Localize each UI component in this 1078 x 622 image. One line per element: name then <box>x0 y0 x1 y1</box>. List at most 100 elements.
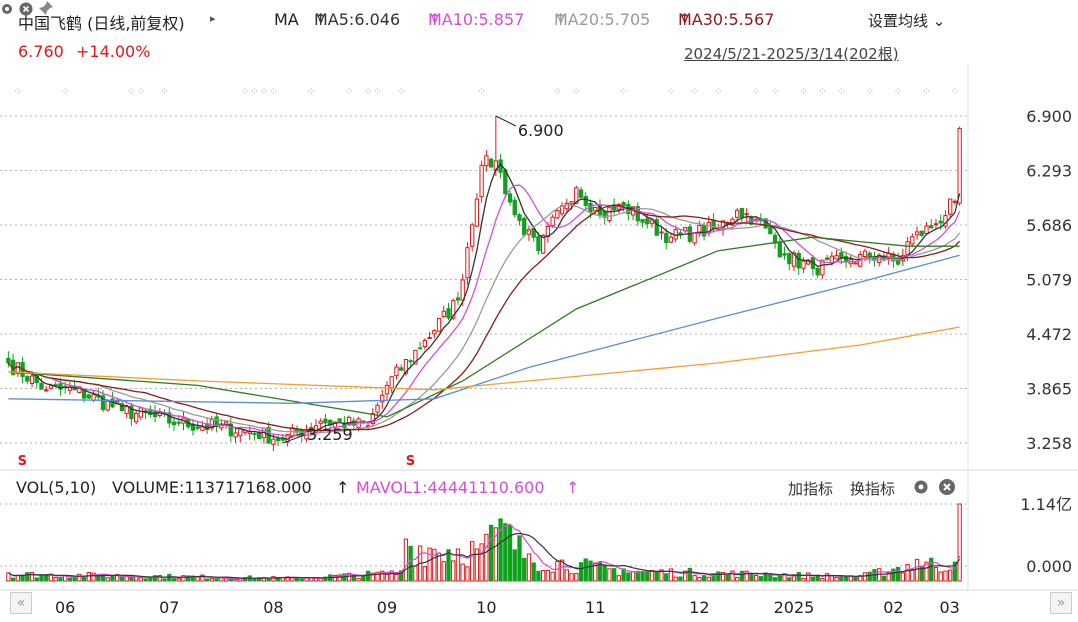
volume-bar <box>460 563 465 582</box>
volume-bar <box>512 549 517 582</box>
event-marker: ⁘ <box>950 85 959 98</box>
event-marker: ⁘ <box>553 85 562 98</box>
close-icon[interactable] <box>938 478 956 496</box>
volume-bar <box>446 549 451 582</box>
volume-bar <box>796 572 801 582</box>
add-indicator-button[interactable]: 加指标 <box>788 480 834 498</box>
scroll-right-button[interactable]: » <box>1050 592 1072 614</box>
volume-bar <box>171 578 177 582</box>
volume-bar <box>593 562 598 582</box>
candle-body <box>929 225 934 229</box>
ma-settings-button[interactable]: 设置均线 ⌄ <box>868 12 946 30</box>
x-tick-label: 11 <box>585 598 605 617</box>
volume-bar <box>758 576 764 582</box>
low-label: 3.259 <box>307 425 353 444</box>
candle-body <box>914 231 920 236</box>
volume-bar <box>479 543 484 582</box>
candle-body <box>739 207 745 218</box>
candle-body <box>238 428 243 437</box>
volume-bar <box>465 566 470 582</box>
gear-icon[interactable] <box>912 478 930 496</box>
candle-body <box>593 206 598 212</box>
volume-value: VOLUME:113717168.000 <box>112 478 312 497</box>
volume-bar <box>526 553 532 582</box>
switch-indicator-button[interactable]: 换指标 <box>850 480 896 498</box>
dividend-marker: S <box>18 454 27 469</box>
volume-bar <box>630 571 636 582</box>
y-tick-label: 5.686 <box>1026 216 1072 235</box>
volume-bar <box>6 572 11 582</box>
volume-bar <box>550 571 555 582</box>
candle-body <box>862 250 868 257</box>
y-tick-label: 5.079 <box>1026 271 1072 290</box>
event-marker: ⁘ <box>865 85 874 98</box>
volume-bar <box>507 524 513 582</box>
event-marker: ⁘ <box>373 85 382 98</box>
candle-body <box>152 411 158 418</box>
ma30-line <box>7 204 961 432</box>
volume-bar <box>200 574 205 582</box>
volume-bar <box>834 576 839 582</box>
volume-bar <box>810 576 816 582</box>
volume-bar <box>682 570 688 582</box>
volume-bar <box>654 571 659 582</box>
volume-bar <box>559 559 565 582</box>
volume-bar <box>375 571 380 582</box>
volume-bar <box>668 568 674 582</box>
volume-bar <box>753 574 759 582</box>
title-dropdown-icon[interactable]: ▸ <box>210 12 216 25</box>
volume-bar <box>176 578 181 582</box>
event-marker: ⁘ <box>259 85 268 98</box>
volume-bar <box>517 535 522 582</box>
volume-bar <box>564 569 569 582</box>
scroll-left-button[interactable]: « <box>10 592 32 614</box>
candle-body <box>86 394 91 399</box>
candle-body <box>441 310 446 318</box>
candle-body <box>522 217 527 236</box>
volume-bar <box>58 577 63 582</box>
volume-bar <box>938 571 943 582</box>
volume-bar <box>777 575 782 582</box>
volume-bar <box>399 570 404 582</box>
candle-body <box>768 226 773 235</box>
volume-bar <box>413 565 418 582</box>
volume-bar <box>25 572 30 582</box>
candle-body <box>621 202 626 207</box>
x-tick-label: 09 <box>377 598 397 617</box>
volume-bar <box>408 545 413 582</box>
volume-bar <box>820 578 825 582</box>
volume-bar <box>739 570 745 582</box>
volume-bar <box>744 570 749 582</box>
candle-body <box>133 412 139 423</box>
candle-body <box>309 426 314 430</box>
volume-bar <box>772 577 778 582</box>
volume-bar <box>574 572 579 582</box>
pin-icon[interactable] <box>38 0 54 16</box>
volume-bar <box>867 571 872 582</box>
y-tick-label: 3.258 <box>1026 434 1072 453</box>
volume-bar <box>611 568 617 582</box>
candle-body <box>815 267 820 276</box>
gear-icon[interactable] <box>0 2 14 16</box>
volume-bar <box>678 576 683 582</box>
candle-body <box>479 164 484 198</box>
x-tick-label: 07 <box>159 598 179 617</box>
volume-bar <box>228 578 233 582</box>
date-range[interactable]: 2024/5/21-2025/3/14(202根) <box>684 45 899 63</box>
candle-body <box>541 234 546 254</box>
candle-body <box>44 389 49 392</box>
volume-bar <box>616 575 622 582</box>
volume-bar <box>503 523 508 582</box>
ma120-line <box>8 254 960 404</box>
volume-bar <box>370 572 375 582</box>
volume-bar <box>91 572 96 582</box>
volume-bar <box>209 577 215 582</box>
candle-body <box>531 228 536 238</box>
volume-bar <box>929 557 934 582</box>
close-icon[interactable] <box>19 2 33 16</box>
candle-body <box>640 219 645 223</box>
stock-title[interactable]: 中国飞鹤 (日线,前复权) <box>18 14 185 33</box>
volume-bar <box>124 575 129 582</box>
event-marker: ⁘ <box>269 85 278 98</box>
